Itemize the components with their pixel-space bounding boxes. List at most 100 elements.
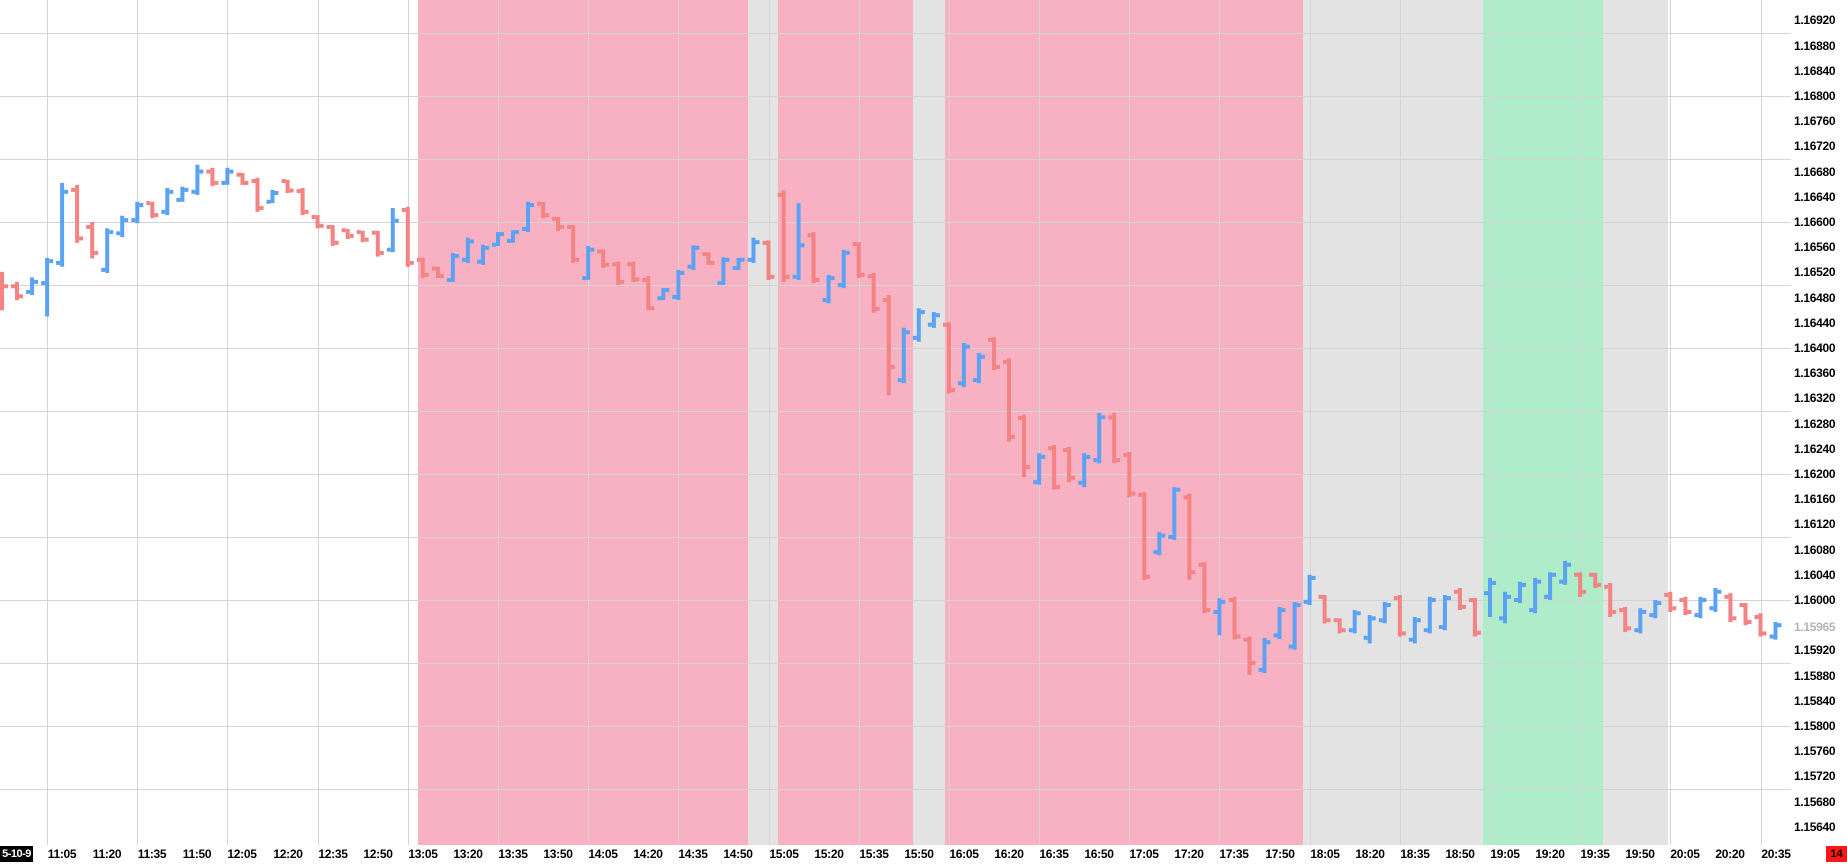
price-tick-label: 1.16480 [1794, 291, 1836, 305]
ohlc-bar [1619, 606, 1632, 633]
ohlc-open-tick [1679, 598, 1684, 602]
ohlc-bar [206, 167, 219, 187]
ohlc-bar [326, 225, 339, 246]
ohlc-bar-body [961, 343, 966, 388]
ohlc-close-tick [1221, 599, 1226, 604]
ohlc-open-tick [1634, 628, 1639, 633]
ohlc-bar [1153, 532, 1166, 556]
ohlc-close-tick [1732, 616, 1737, 621]
time-tick-label: 14:35 [678, 847, 708, 861]
ohlc-bar-body [420, 257, 425, 279]
ohlc-open-tick [1168, 535, 1173, 539]
ohlc-close-tick [575, 257, 580, 262]
ohlc-bar-body [526, 201, 530, 232]
ohlc-open-tick [1288, 644, 1293, 649]
ohlc-close-tick [1011, 434, 1015, 439]
ohlc-close-tick [1056, 485, 1061, 490]
ohlc-close-tick [530, 203, 534, 207]
ohlc-bar-body [150, 201, 155, 219]
ohlc-bar-body [90, 222, 95, 259]
ohlc-bar-body [481, 244, 485, 265]
ohlc-bar [251, 177, 264, 212]
price-tick-label: 1.16400 [1794, 341, 1836, 355]
ohlc-close-tick [1026, 465, 1030, 470]
ohlc-bar-body [390, 208, 395, 253]
ohlc-close-tick [845, 250, 850, 255]
price-tick-label: 1.16280 [1794, 417, 1836, 431]
ohlc-bar [537, 201, 550, 219]
ohlc-open-tick [1739, 603, 1744, 607]
ohlc-open-tick [537, 201, 542, 206]
ohlc-open-tick [1108, 415, 1113, 420]
ohlc-chart-canvas[interactable] [0, 0, 1791, 845]
ohlc-close-tick [785, 274, 790, 279]
ohlc-bar-body [465, 237, 470, 263]
ohlc-bar [732, 257, 745, 270]
ohlc-bar [1243, 636, 1256, 675]
ohlc-open-tick [612, 262, 617, 267]
ohlc-bar-body [1322, 595, 1327, 624]
time-axis[interactable]: 11:05 11:20 11:35 11:50 12:05 12:20 12:35 12:50… [0, 845, 1847, 865]
ohlc-close-tick [1476, 630, 1481, 635]
ohlc-close-tick [905, 330, 910, 335]
ohlc-bar-body [135, 201, 140, 224]
ohlc-close-tick [635, 277, 640, 282]
highlight-gray-1 [748, 0, 778, 845]
highlight-gray-4 [1603, 0, 1668, 845]
ohlc-close-tick [244, 180, 249, 185]
ohlc-bar [1228, 596, 1241, 640]
ohlc-open-tick [1273, 633, 1278, 638]
price-axis[interactable]: 1.16920 1.16880 1.16840 1.16800 1.16760 1.167… [1791, 0, 1847, 845]
ohlc-bar-body [1653, 600, 1658, 619]
ohlc-bar [236, 172, 249, 185]
ohlc-bar-body [1548, 572, 1553, 600]
ohlc-bar-body [1172, 487, 1177, 541]
ohlc-open-tick [1243, 637, 1248, 642]
ohlc-bar [1468, 598, 1481, 637]
ohlc-bar [1438, 595, 1451, 631]
ohlc-bar-body [30, 277, 35, 295]
ohlc-bar [221, 167, 234, 185]
ohlc-close-tick [815, 278, 820, 282]
ohlc-close-tick [1657, 601, 1662, 606]
ohlc-open-tick [11, 284, 15, 289]
ohlc-bar-body [1217, 598, 1222, 636]
ohlc-bar [567, 225, 580, 263]
price-tick-label: 1.15760 [1794, 744, 1836, 758]
ohlc-bar [1709, 588, 1722, 612]
ohlc-close-tick [830, 276, 835, 281]
ohlc-open-tick [1724, 594, 1729, 599]
ohlc-open-tick [1484, 591, 1488, 596]
ohlc-bar-body [676, 269, 681, 301]
ohlc-close-tick [605, 262, 610, 267]
chart-plot-area[interactable] [0, 0, 1791, 845]
ohlc-bar-body [60, 182, 65, 267]
ohlc-close-tick [996, 364, 1000, 369]
ohlc-open-tick [627, 262, 632, 267]
ohlc-close-tick [890, 364, 895, 369]
time-tick-label: 11:50 [182, 847, 212, 861]
ohlc-bar [1033, 453, 1046, 485]
ohlc-open-tick [326, 225, 331, 229]
ohlc-open-tick [1123, 453, 1128, 458]
ohlc-close-tick [169, 189, 174, 194]
ohlc-close-tick [274, 191, 279, 195]
ohlc-bar [1123, 451, 1136, 498]
ohlc-close-tick [1146, 574, 1151, 579]
time-tick-label: 15:35 [859, 847, 889, 861]
ohlc-bar-body [0, 271, 4, 311]
ohlc-bar-body [210, 167, 215, 187]
ohlc-bar [927, 312, 940, 328]
price-tick-label: 1.15920 [1794, 643, 1836, 657]
ohlc-bar-body [796, 203, 801, 280]
ohlc-bar [897, 327, 910, 384]
ohlc-open-tick [296, 189, 301, 194]
ohlc-close-tick [1702, 598, 1707, 602]
ohlc-bar [822, 274, 835, 304]
time-tick-label: 16:35 [1039, 847, 1069, 861]
ohlc-bar-body [781, 190, 786, 282]
ohlc-open-tick [401, 208, 406, 212]
time-tick-label: 11:35 [137, 847, 167, 861]
ohlc-bar-body [1608, 583, 1613, 617]
ohlc-close-tick [800, 243, 805, 248]
